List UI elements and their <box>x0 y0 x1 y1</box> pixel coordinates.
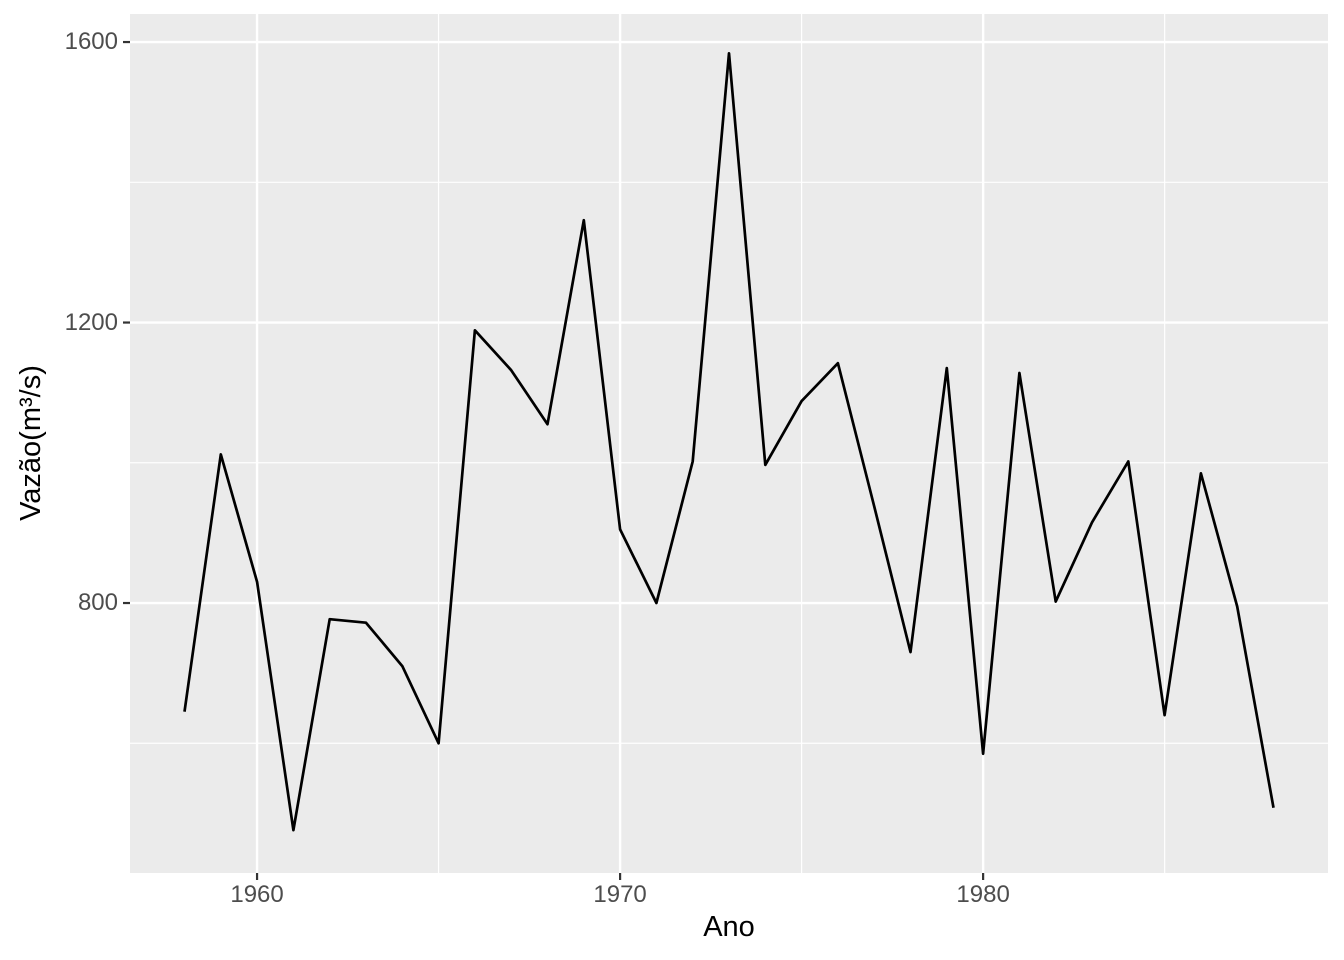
x-axis-title: Ano <box>703 911 755 943</box>
y-tick-label-1200: 1200 <box>64 308 118 336</box>
x-tick-label-1960: 1960 <box>230 881 284 908</box>
y-axis-title: Vazão(m³/s) <box>15 365 47 521</box>
x-tick-label-1970: 1970 <box>593 881 647 908</box>
plot-panel <box>130 14 1328 873</box>
y-tick-label-800: 800 <box>77 589 118 617</box>
x-tick-label-1980: 1980 <box>956 881 1010 908</box>
y-tick-label-1600: 1600 <box>64 28 118 56</box>
